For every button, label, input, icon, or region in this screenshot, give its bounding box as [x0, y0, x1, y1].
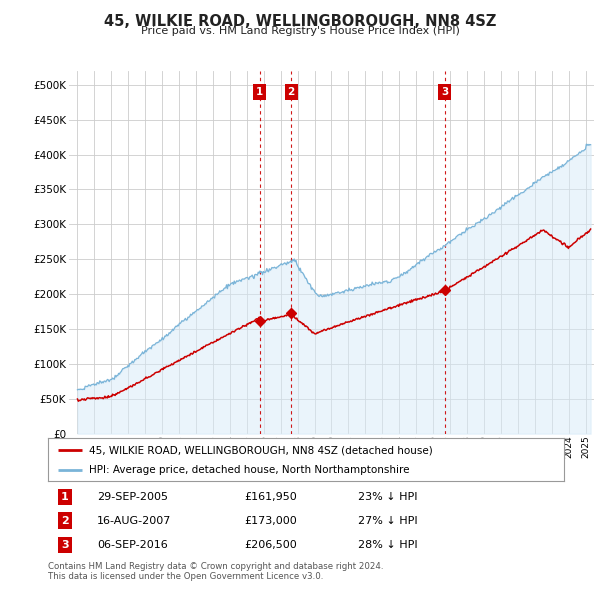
Text: HPI: Average price, detached house, North Northamptonshire: HPI: Average price, detached house, Nort…: [89, 466, 410, 475]
Text: 27% ↓ HPI: 27% ↓ HPI: [358, 516, 417, 526]
Text: £161,950: £161,950: [244, 492, 297, 502]
Text: This data is licensed under the Open Government Licence v3.0.: This data is licensed under the Open Gov…: [48, 572, 323, 581]
Text: 45, WILKIE ROAD, WELLINGBOROUGH, NN8 4SZ: 45, WILKIE ROAD, WELLINGBOROUGH, NN8 4SZ: [104, 14, 496, 28]
Text: 28% ↓ HPI: 28% ↓ HPI: [358, 540, 417, 550]
Text: 1: 1: [256, 87, 263, 97]
Text: 23% ↓ HPI: 23% ↓ HPI: [358, 492, 417, 502]
Text: 45, WILKIE ROAD, WELLINGBOROUGH, NN8 4SZ (detached house): 45, WILKIE ROAD, WELLINGBOROUGH, NN8 4SZ…: [89, 445, 433, 455]
Text: £206,500: £206,500: [244, 540, 297, 550]
Text: 3: 3: [61, 540, 69, 550]
Text: 16-AUG-2007: 16-AUG-2007: [97, 516, 172, 526]
Text: 2: 2: [287, 87, 295, 97]
Text: Contains HM Land Registry data © Crown copyright and database right 2024.: Contains HM Land Registry data © Crown c…: [48, 562, 383, 571]
Text: 29-SEP-2005: 29-SEP-2005: [97, 492, 168, 502]
Text: £173,000: £173,000: [244, 516, 297, 526]
Text: 1: 1: [61, 492, 69, 502]
Text: 06-SEP-2016: 06-SEP-2016: [97, 540, 168, 550]
Text: 3: 3: [441, 87, 448, 97]
Text: 2: 2: [61, 516, 69, 526]
Text: Price paid vs. HM Land Registry's House Price Index (HPI): Price paid vs. HM Land Registry's House …: [140, 26, 460, 36]
